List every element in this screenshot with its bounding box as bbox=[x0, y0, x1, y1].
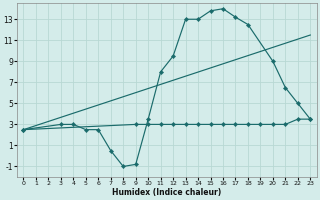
X-axis label: Humidex (Indice chaleur): Humidex (Indice chaleur) bbox=[112, 188, 221, 197]
